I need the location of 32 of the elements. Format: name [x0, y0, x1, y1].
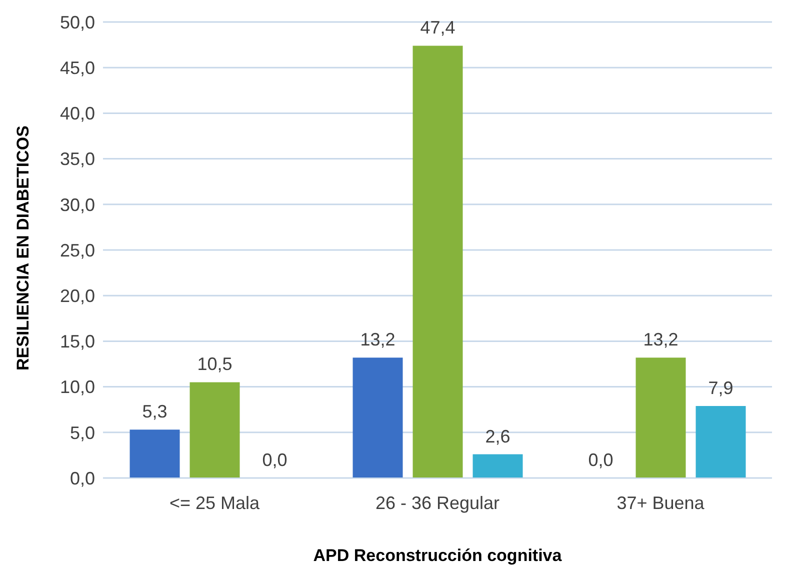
y-tick-label: 50,0 — [60, 12, 95, 32]
y-tick-label: 25,0 — [60, 240, 95, 260]
data-label: 13,2 — [643, 330, 678, 350]
y-tick-label: 20,0 — [60, 286, 95, 306]
y-tick-label: 35,0 — [60, 149, 95, 170]
x-axis-title: APD Reconstrucción cognitiva — [312, 546, 563, 566]
data-label: 13,2 — [360, 330, 396, 350]
x-tick-label: <= 25 Mala — [169, 492, 261, 513]
bar — [412, 46, 463, 478]
data-label: 47,4 — [420, 18, 456, 38]
bar — [190, 382, 240, 478]
data-label: 0,0 — [262, 450, 288, 470]
y-tick-label: 5,0 — [70, 422, 95, 443]
bar — [352, 358, 403, 478]
y-tick-label: 10,0 — [60, 377, 95, 398]
y-axis-title: RESILIENCIA EN DIABETICOS — [13, 126, 33, 370]
y-tick-label: 45,0 — [60, 58, 95, 78]
data-label: 10,5 — [197, 354, 232, 374]
bar — [130, 430, 180, 478]
x-tick-label: 37+ Buena — [616, 492, 706, 513]
y-tick-label: 0,0 — [70, 468, 95, 488]
data-label: 7,9 — [708, 378, 734, 398]
x-tick-label: 26 - 36 Regular — [375, 492, 500, 513]
data-label: 5,3 — [142, 402, 168, 422]
data-label: 0,0 — [588, 450, 614, 470]
bar — [696, 406, 746, 478]
bar — [636, 358, 686, 478]
y-tick-label: 15,0 — [60, 332, 95, 352]
data-label: 2,6 — [485, 426, 510, 446]
y-tick-label: 30,0 — [60, 194, 95, 215]
y-tick-label: 40,0 — [60, 104, 95, 124]
bar — [472, 454, 523, 478]
